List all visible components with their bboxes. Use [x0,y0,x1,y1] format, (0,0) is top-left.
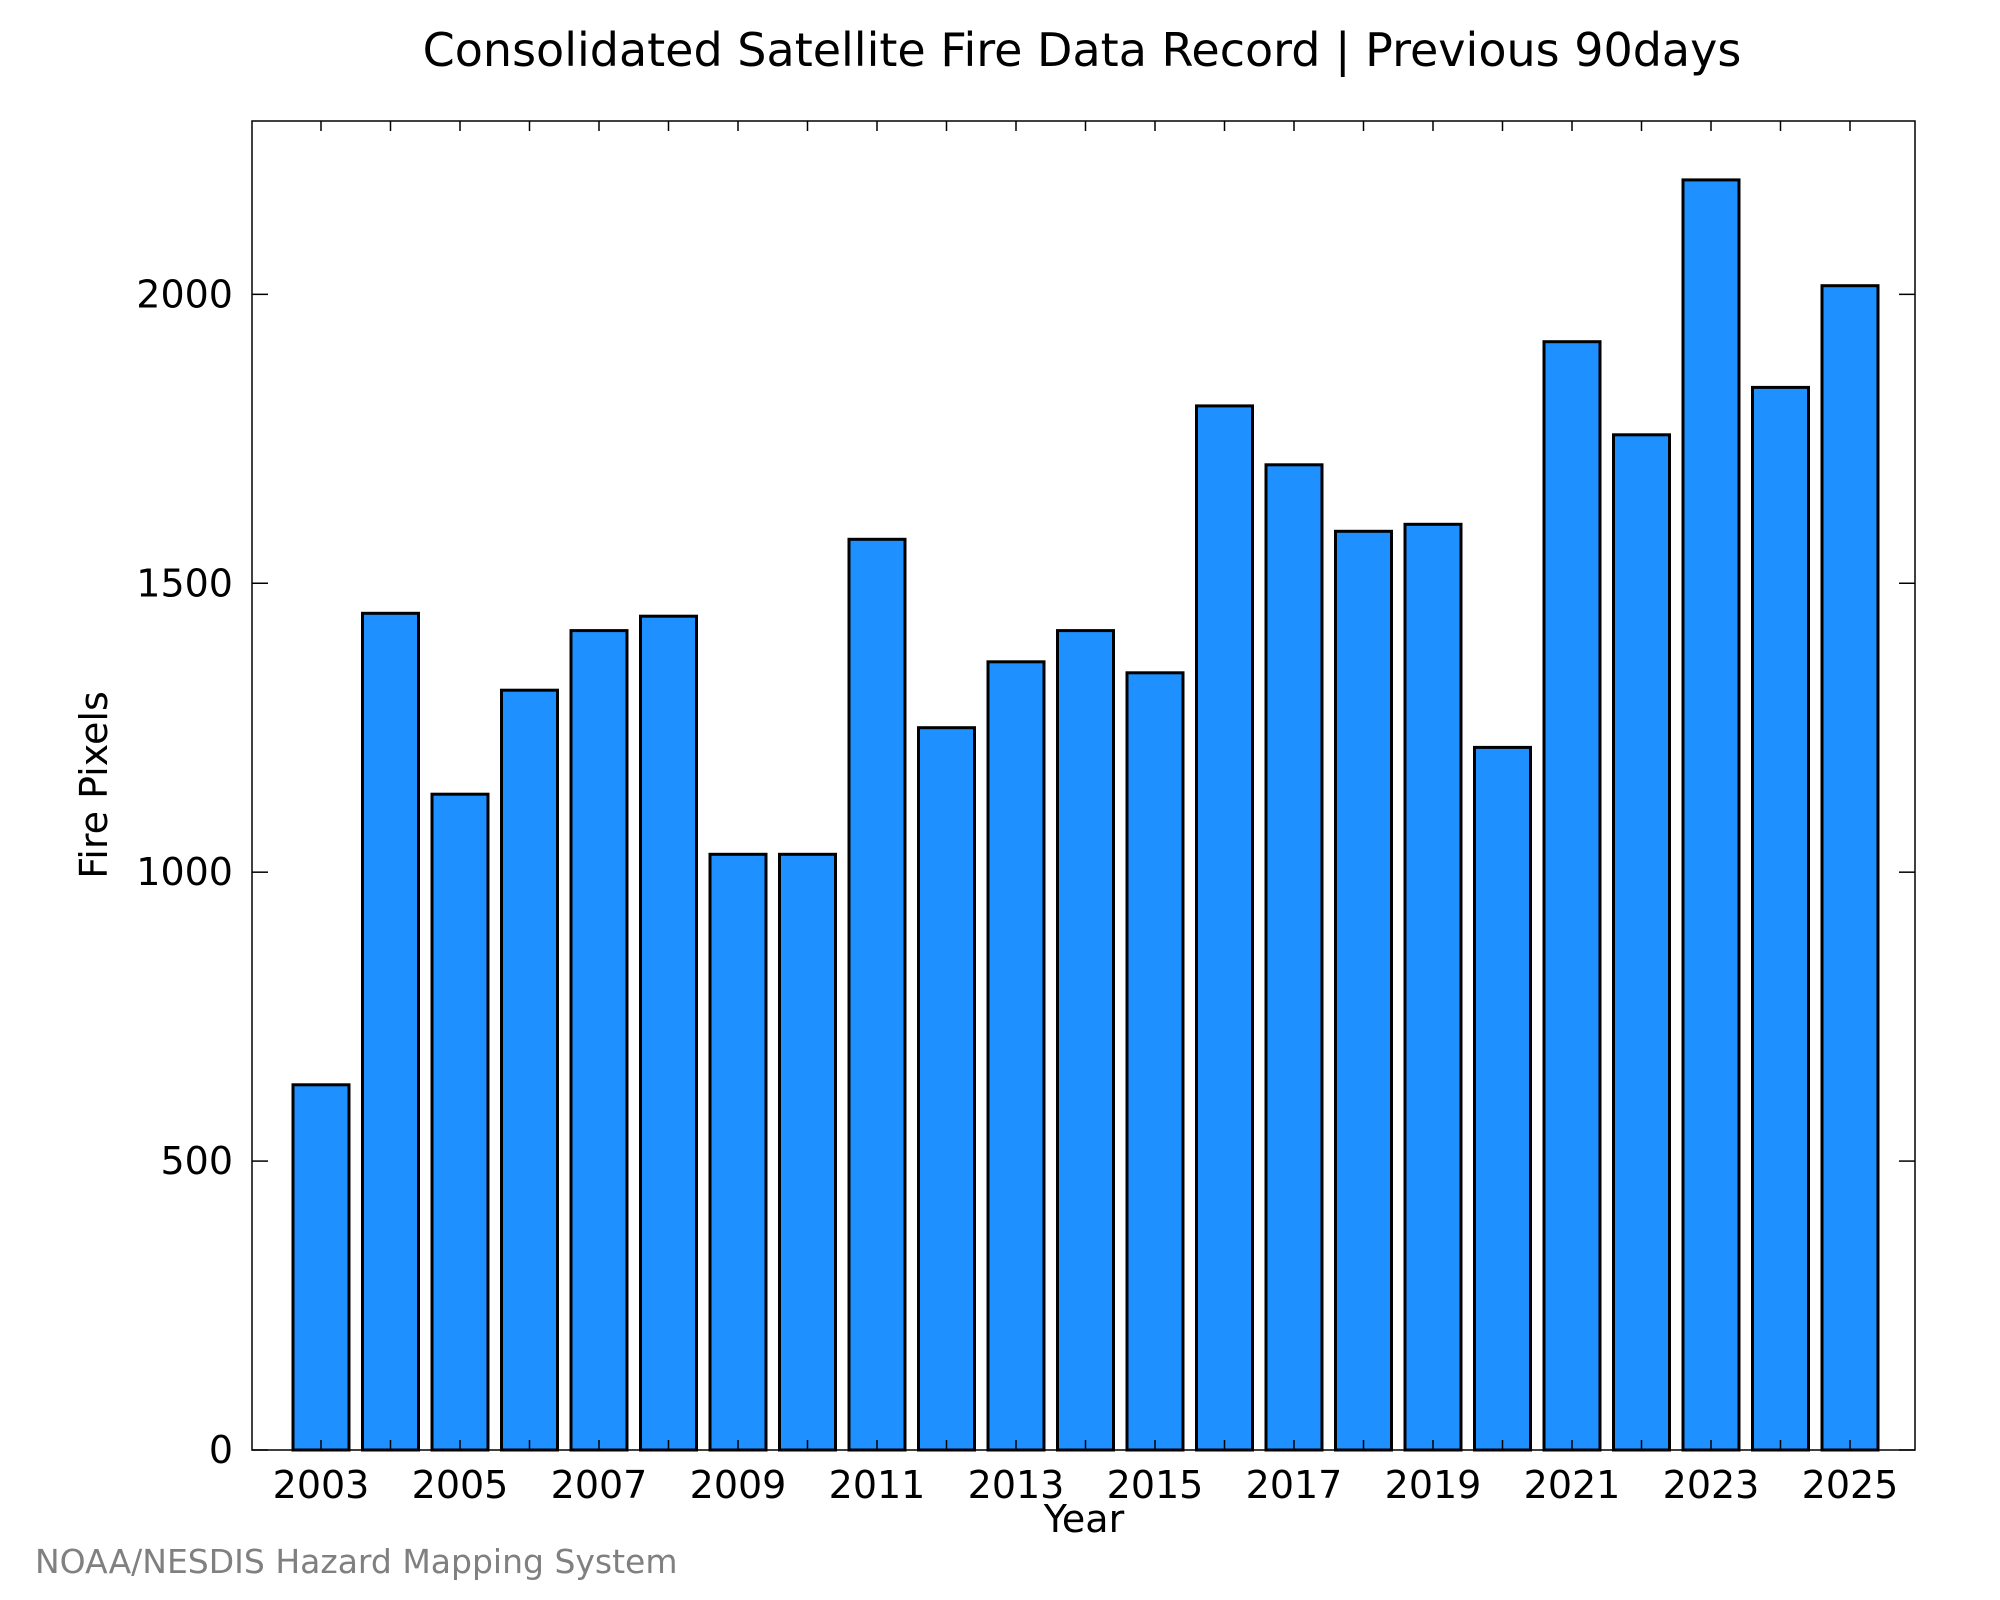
bar-2018 [1334,529,1393,1452]
bar-2003 [291,1083,351,1452]
bar-2024 [1751,385,1810,1452]
y-tick-label-500: 500 [160,1139,233,1183]
x-tick-label-2015: 2015 [1107,1463,1204,1507]
x-tick-label-2007: 2007 [551,1463,648,1507]
bar-2020 [1473,745,1532,1452]
x-axis-label: Year [1043,1497,1125,1541]
bar-2013 [986,660,1046,1452]
bar-2019 [1403,522,1463,1452]
x-tick-label-2023: 2023 [1663,1463,1760,1507]
bar-2022 [1612,433,1671,1452]
bar-2021 [1542,340,1602,1452]
bar-2010 [778,852,837,1452]
x-tick-label-2005: 2005 [412,1463,509,1507]
x-tick-label-2003: 2003 [273,1463,370,1507]
bars-layer [291,178,1880,1452]
x-tick-label-2021: 2021 [1524,1463,1621,1507]
x-tick-label-2017: 2017 [1246,1463,1343,1507]
y-tick-label-1000: 1000 [136,850,233,894]
x-tick-label-2025: 2025 [1802,1463,1899,1507]
bar-2023 [1681,178,1741,1452]
bar-2006 [500,688,559,1452]
bar-2015 [1125,671,1185,1452]
y-tick-label-0: 0 [209,1428,233,1472]
x-tick-label-2019: 2019 [1385,1463,1482,1507]
bar-2012 [917,726,976,1452]
ticks-layer [252,121,1915,1451]
bar-2008 [639,614,698,1452]
source-credit: NOAA/NESDIS Hazard Mapping System [35,1542,678,1581]
x-tick-label-2011: 2011 [829,1463,926,1507]
bar-2007 [569,629,629,1452]
bar-2016 [1195,404,1254,1452]
bar-2011 [847,537,907,1452]
y-tick-label-1500: 1500 [136,561,233,605]
x-tick-label-2013: 2013 [968,1463,1065,1507]
bar-2017 [1264,463,1324,1452]
plot-frame [251,120,1916,1451]
bar-2014 [1056,629,1115,1452]
bar-2009 [708,852,768,1452]
bar-2004 [361,611,420,1452]
bar-2005 [430,792,490,1452]
tick-labels-layer: 2003 2005 2007 2009 2011 2013 2015 2017 2019 2021… [136,272,1898,1507]
chart-title: Consolidated Satellite Fire Data Record … [423,23,1742,78]
bar-2025 [1820,284,1880,1452]
y-axis-label: Fire Pixels [72,691,116,879]
y-tick-label-2000: 2000 [136,272,233,316]
x-tick-label-2009: 2009 [690,1463,787,1507]
